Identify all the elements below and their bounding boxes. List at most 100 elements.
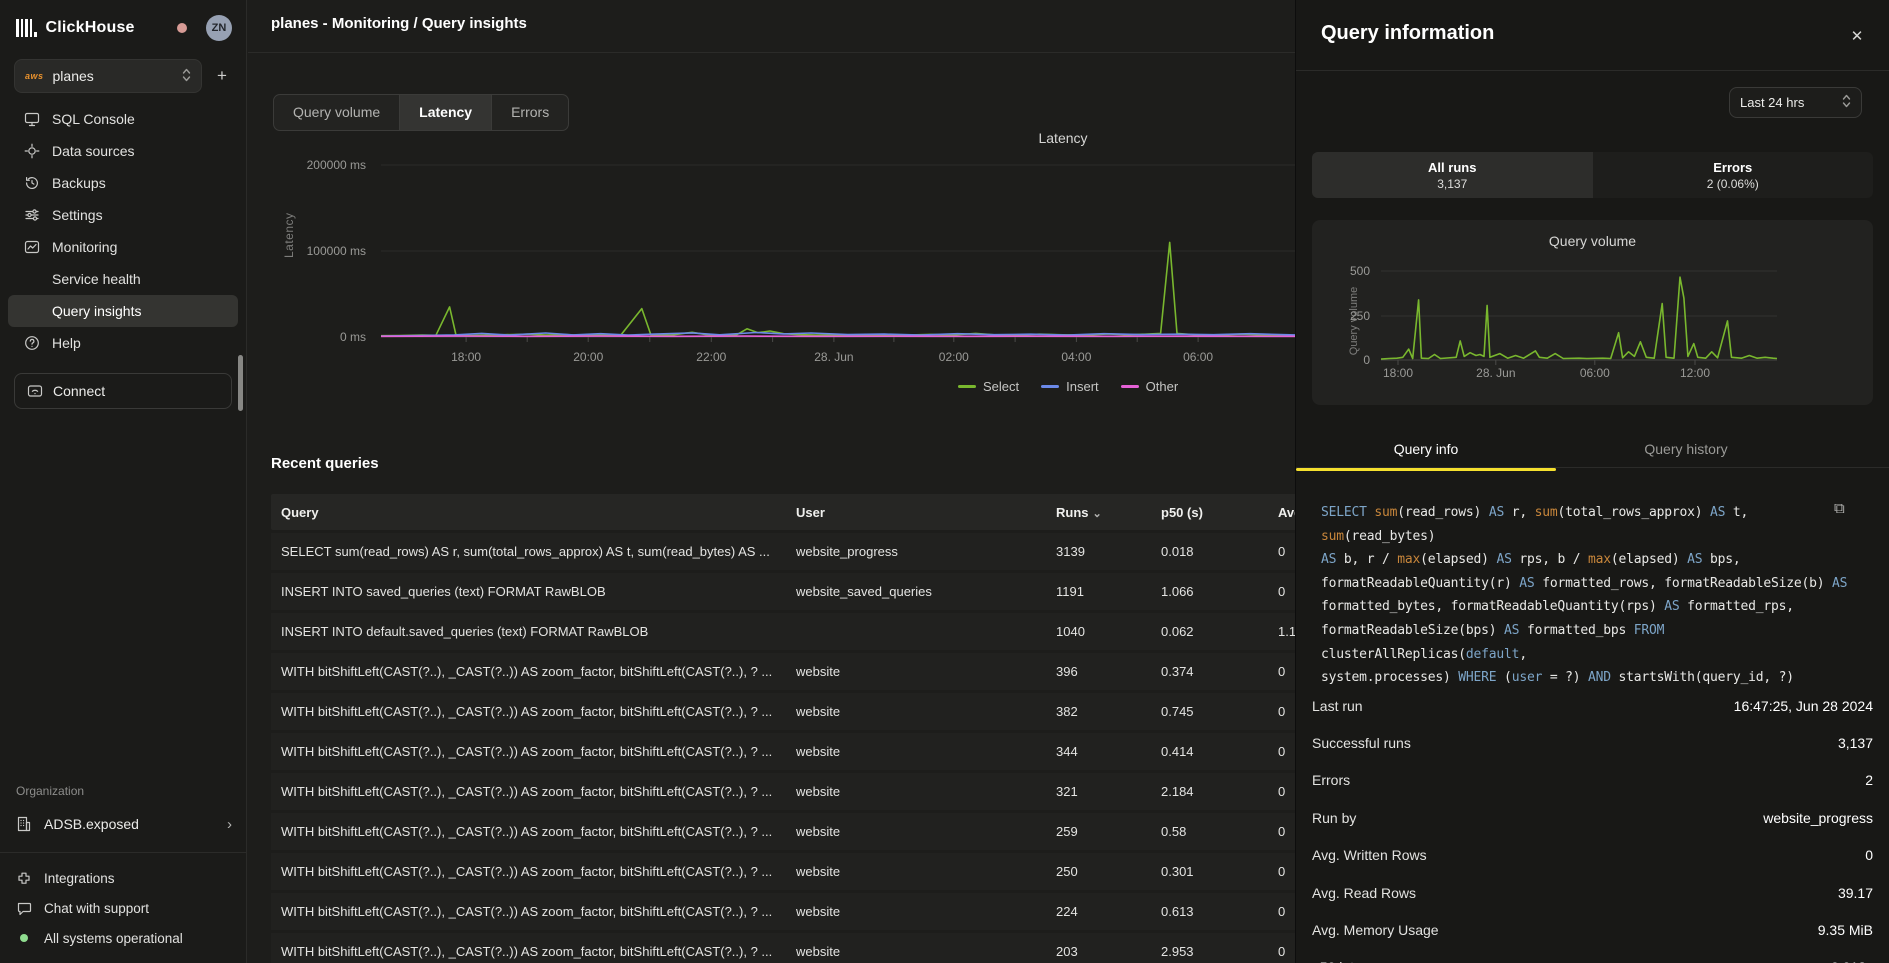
query-information-panel: Query information ✕ Last 24 hrs All runs… (1295, 0, 1889, 963)
sidebar-item-monitoring[interactable]: Monitoring (8, 231, 238, 263)
column-header-query[interactable]: Query (281, 505, 796, 520)
sidebar-item-query-insights[interactable]: Query insights (8, 295, 238, 327)
cell-p50: 2.184 (1161, 784, 1278, 799)
table-row[interactable]: WITH bitShiftLeft(CAST(?..), _CAST(?..))… (271, 693, 1295, 730)
cell-u: website (796, 744, 1056, 759)
column-header-user[interactable]: User (796, 505, 1056, 520)
sidebar-item-integrations[interactable]: Integrations (0, 863, 246, 893)
latency-ticks (466, 337, 1198, 342)
stat-value: 16:47:25, Jun 28 2024 (1734, 698, 1873, 714)
add-service-button[interactable]: + (210, 64, 234, 88)
sidebar-item-sql-console[interactable]: SQL Console (8, 103, 238, 135)
sidebar-item-label: Data sources (52, 143, 134, 159)
table-row[interactable]: WITH bitShiftLeft(CAST(?..), _CAST(?..))… (271, 933, 1295, 963)
table-row[interactable]: WITH bitShiftLeft(CAST(?..), _CAST(?..))… (271, 653, 1295, 690)
column-header-p50[interactable]: p50 (s) (1161, 505, 1278, 520)
system-status-item[interactable]: All systems operational (0, 923, 246, 953)
tab-query-history[interactable]: Query history (1556, 430, 1816, 468)
table-row[interactable]: INSERT INTO saved_queries (text) FORMAT … (271, 573, 1295, 610)
tab-errors[interactable]: Errors (491, 95, 568, 130)
table-row[interactable]: INSERT INTO default.saved_queries (text)… (271, 613, 1295, 650)
sidebar-item-data-sources[interactable]: Data sources (8, 135, 238, 167)
cell-q: WITH bitShiftLeft(CAST(?..), _CAST(?..))… (281, 704, 796, 719)
sort-desc-icon: ⌄ (1093, 508, 1102, 520)
connect-icon (27, 383, 43, 399)
panel-header: Query information ✕ (1296, 0, 1889, 71)
table-row[interactable]: WITH bitShiftLeft(CAST(?..), _CAST(?..))… (271, 853, 1295, 890)
x-tick-label: 22:00 (696, 350, 726, 364)
tab-latency[interactable]: Latency (399, 95, 491, 130)
cell-p50: 0.613 (1161, 904, 1278, 919)
x-tick-label: 28. Jun (814, 350, 853, 364)
legend-item-insert[interactable]: Insert (1041, 379, 1099, 394)
volume-ytick-0: 0 (1336, 353, 1370, 367)
latency-chart-svg[interactable] (381, 140, 1295, 350)
stat-label: p50 latency (1312, 959, 1384, 963)
table-row[interactable]: WITH bitShiftLeft(CAST(?..), _CAST(?..))… (271, 813, 1295, 850)
tab-query-info[interactable]: Query info (1296, 430, 1556, 468)
sidebar-item-settings[interactable]: Settings (8, 199, 238, 231)
stat-value: website_progress (1763, 810, 1873, 826)
sidebar-item-chat-support[interactable]: Chat with support (0, 893, 246, 923)
volume-series (1381, 277, 1777, 359)
table-row[interactable]: WITH bitShiftLeft(CAST(?..), _CAST(?..))… (271, 773, 1295, 810)
sidebar-item-label: Query insights (52, 303, 141, 319)
sidebar-item-help[interactable]: Help (8, 327, 238, 359)
cell-u: website (796, 824, 1056, 839)
cell-runs: 3139 (1056, 544, 1161, 559)
x-tick-label: 18:00 (1383, 366, 1413, 380)
table-row[interactable]: SELECT sum(read_rows) AS r, sum(total_ro… (271, 533, 1295, 570)
system-status-label: All systems operational (44, 931, 183, 946)
avatar[interactable]: ZN (206, 15, 232, 41)
column-header-avg[interactable]: Avg. (1278, 505, 1295, 520)
breadcrumb-title: planes - Monitoring / Query insights (271, 15, 527, 32)
toggle-all-runs[interactable]: All runs 3,137 (1312, 152, 1593, 198)
table-row[interactable]: WITH bitShiftLeft(CAST(?..), _CAST(?..))… (271, 733, 1295, 770)
column-header-runs[interactable]: Runs⌄ (1056, 505, 1161, 520)
legend-label: Insert (1066, 379, 1099, 394)
volume-ytick-500: 500 (1336, 264, 1370, 278)
x-tick-label: 28. Jun (1476, 366, 1515, 380)
recent-queries-table: Query User Runs⌄ p50 (s) Avg. SELECT sum… (271, 494, 1295, 963)
legend-item-select[interactable]: Select (958, 379, 1019, 394)
sidebar-item-service-health[interactable]: Service health (8, 263, 238, 295)
stat-value: 9.35 MiB (1818, 922, 1873, 938)
stat-value: 3,137 (1838, 735, 1873, 751)
tab-query-volume[interactable]: Query volume (274, 95, 399, 130)
cell-runs: 1040 (1056, 624, 1161, 639)
cell-q: WITH bitShiftLeft(CAST(?..), _CAST(?..))… (281, 904, 796, 919)
code-line: AS b, r / max(elapsed) AS rps, b / max(e… (1321, 548, 1855, 572)
sidebar-scrollbar[interactable] (238, 355, 243, 411)
tab-label: Query history (1644, 441, 1727, 457)
legend-label: Select (983, 379, 1019, 394)
legend-label: Other (1146, 379, 1179, 394)
sidebar-item-label: Integrations (44, 871, 115, 886)
recent-queries-body: SELECT sum(read_rows) AS r, sum(total_ro… (271, 533, 1295, 963)
table-row[interactable]: WITH bitShiftLeft(CAST(?..), _CAST(?..))… (271, 893, 1295, 930)
toggle-errors[interactable]: Errors 2 (0.06%) (1593, 152, 1874, 198)
close-icon[interactable]: ✕ (1845, 24, 1869, 48)
workspace-selector[interactable]: aws planes (14, 59, 202, 93)
cell-runs: 321 (1056, 784, 1161, 799)
connect-button[interactable]: Connect (14, 373, 232, 409)
time-range-select[interactable]: Last 24 hrs (1729, 87, 1862, 118)
sidebar-item-backups[interactable]: Backups (8, 167, 238, 199)
cell-p50: 0.018 (1161, 544, 1278, 559)
organization-item[interactable]: ADSB.exposed › (0, 808, 246, 840)
backups-icon (24, 175, 40, 191)
brand-row: ClickHouse ZN (0, 0, 246, 51)
legend-item-other[interactable]: Other (1121, 379, 1179, 394)
cell-runs: 344 (1056, 744, 1161, 759)
copy-icon[interactable]: ⧉ (1834, 500, 1845, 517)
cell-q: WITH bitShiftLeft(CAST(?..), _CAST(?..))… (281, 864, 796, 879)
volume-chart-svg[interactable] (1381, 260, 1777, 372)
building-icon (16, 816, 32, 832)
cell-q: WITH bitShiftLeft(CAST(?..), _CAST(?..))… (281, 664, 796, 679)
stat-row: Errors2 (1312, 762, 1873, 799)
stat-label: Last run (1312, 698, 1363, 714)
notification-dot-icon (177, 23, 187, 33)
series-line-select (381, 242, 1295, 335)
code-line: SELECT sum(read_rows) AS r, sum(total_ro… (1321, 501, 1855, 548)
cell-u: website (796, 704, 1056, 719)
cell-avg: 0 (1278, 544, 1295, 559)
